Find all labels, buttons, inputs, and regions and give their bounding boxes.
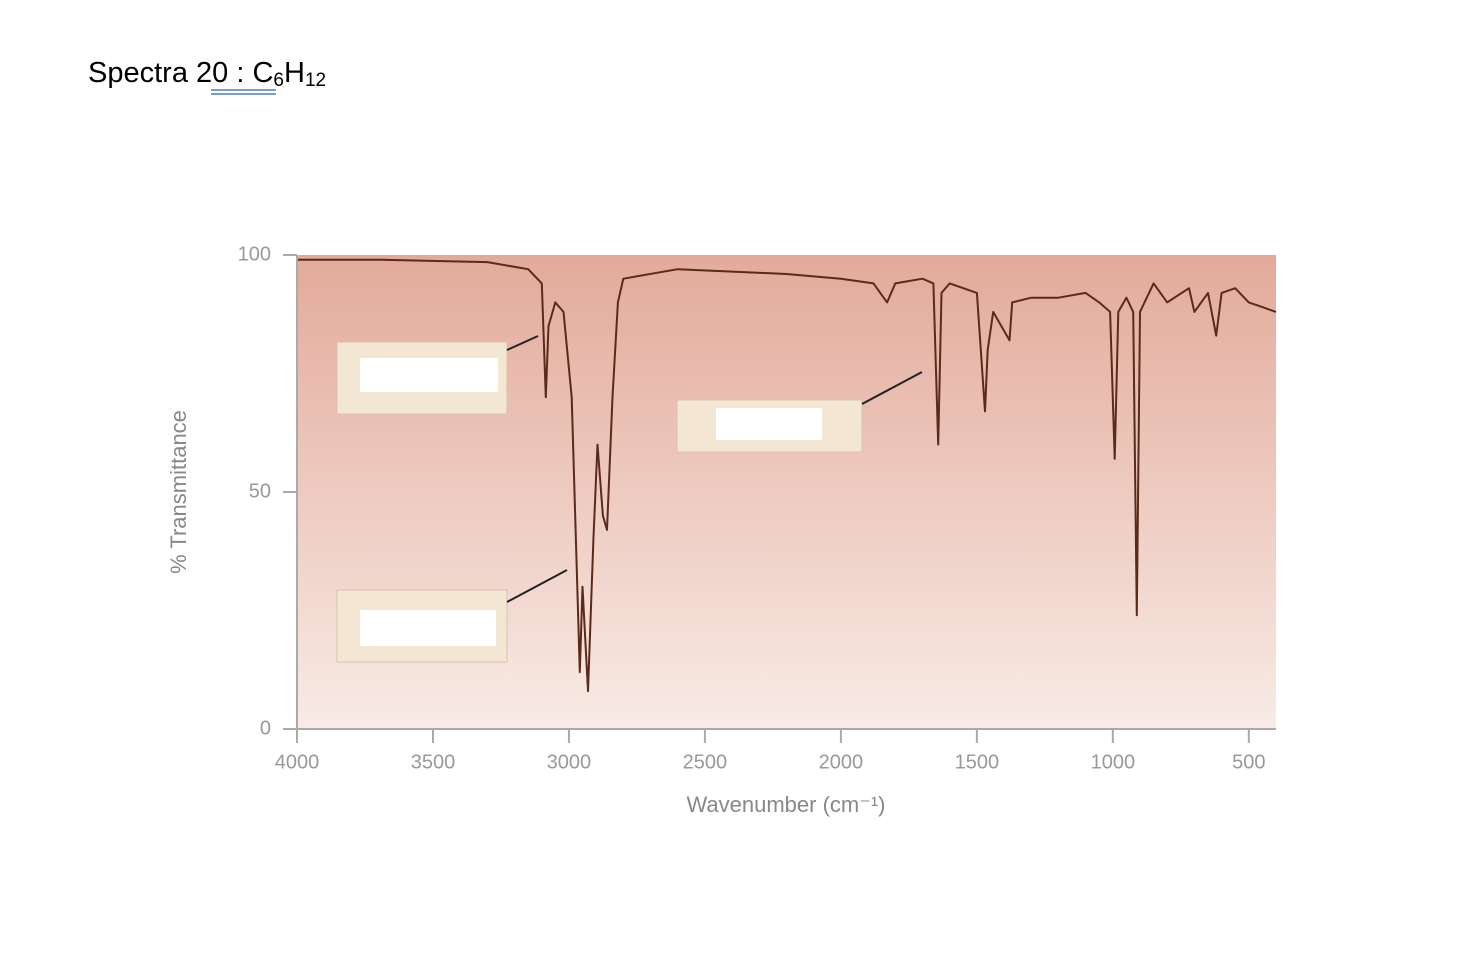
x-tick-label: 2500 [683, 751, 728, 773]
spectrum-line [297, 258, 1277, 693]
arrow [861, 371, 923, 405]
x-tick-label: 4000 [275, 751, 320, 773]
formula-subscript: 12 [305, 70, 326, 91]
formula-subscript: 6 [273, 70, 284, 91]
arrow [506, 335, 539, 351]
x-tick-label: 500 [1232, 751, 1265, 773]
y-tick-label: 100 [238, 243, 271, 265]
y-tick-label: 50 [249, 480, 271, 502]
x-axis-label: Wavenumber (cm⁻¹) [686, 792, 885, 817]
arrow [506, 569, 568, 603]
annotation-blank [360, 610, 496, 646]
formula-element: C [252, 57, 273, 89]
y-tick-label: 0 [260, 717, 271, 739]
x-tick-label: 3500 [411, 751, 456, 773]
annotation-blank [360, 358, 498, 392]
heading-separator: : [236, 57, 244, 89]
y-axis-label: % Transmittance [166, 410, 191, 574]
heading-number: 20 [196, 57, 228, 89]
x-tick-label: 2000 [819, 751, 864, 773]
heading-word: Spectra [88, 57, 189, 89]
x-tick-label: 3000 [547, 751, 592, 773]
formula-element: H [284, 57, 305, 89]
x-tick-label: 1500 [955, 751, 1000, 773]
annotation-blank [716, 408, 822, 440]
x-tick-label: 1000 [1091, 751, 1136, 773]
heading: Spectra 20 : C6H12 [88, 57, 326, 91]
annotations [336, 335, 923, 663]
